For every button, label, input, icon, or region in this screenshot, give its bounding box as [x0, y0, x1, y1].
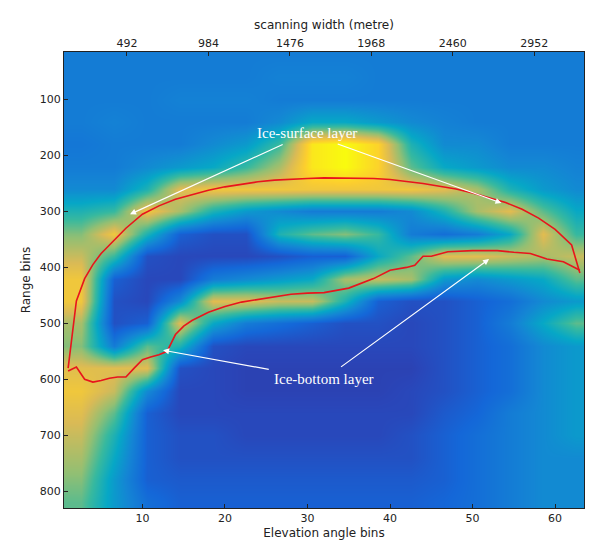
svg-text:50: 50 [466, 512, 480, 525]
svg-text:40: 40 [383, 512, 397, 525]
svg-text:200: 200 [40, 149, 61, 162]
svg-text:400: 400 [40, 261, 61, 274]
svg-text:700: 700 [40, 429, 61, 442]
svg-text:Elevation angle bins: Elevation angle bins [263, 526, 384, 540]
svg-text:984: 984 [198, 37, 219, 50]
svg-text:600: 600 [40, 373, 61, 386]
svg-text:1476: 1476 [276, 37, 304, 50]
svg-text:Ice-bottom layer: Ice-bottom layer [274, 371, 374, 387]
svg-text:300: 300 [40, 205, 61, 218]
svg-text:492: 492 [116, 37, 137, 50]
svg-text:20: 20 [218, 512, 232, 525]
svg-text:Ice-surface layer: Ice-surface layer [257, 125, 357, 141]
svg-text:2460: 2460 [439, 37, 467, 50]
svg-text:10: 10 [135, 512, 149, 525]
svg-text:scanning width (metre): scanning width (metre) [254, 18, 394, 32]
svg-text:1968: 1968 [357, 37, 385, 50]
svg-text:30: 30 [300, 512, 314, 525]
svg-text:Range bins: Range bins [19, 247, 33, 314]
svg-text:500: 500 [40, 317, 61, 330]
svg-text:100: 100 [40, 93, 61, 106]
svg-text:2952: 2952 [520, 37, 548, 50]
svg-text:60: 60 [548, 512, 562, 525]
svg-text:800: 800 [40, 485, 61, 498]
